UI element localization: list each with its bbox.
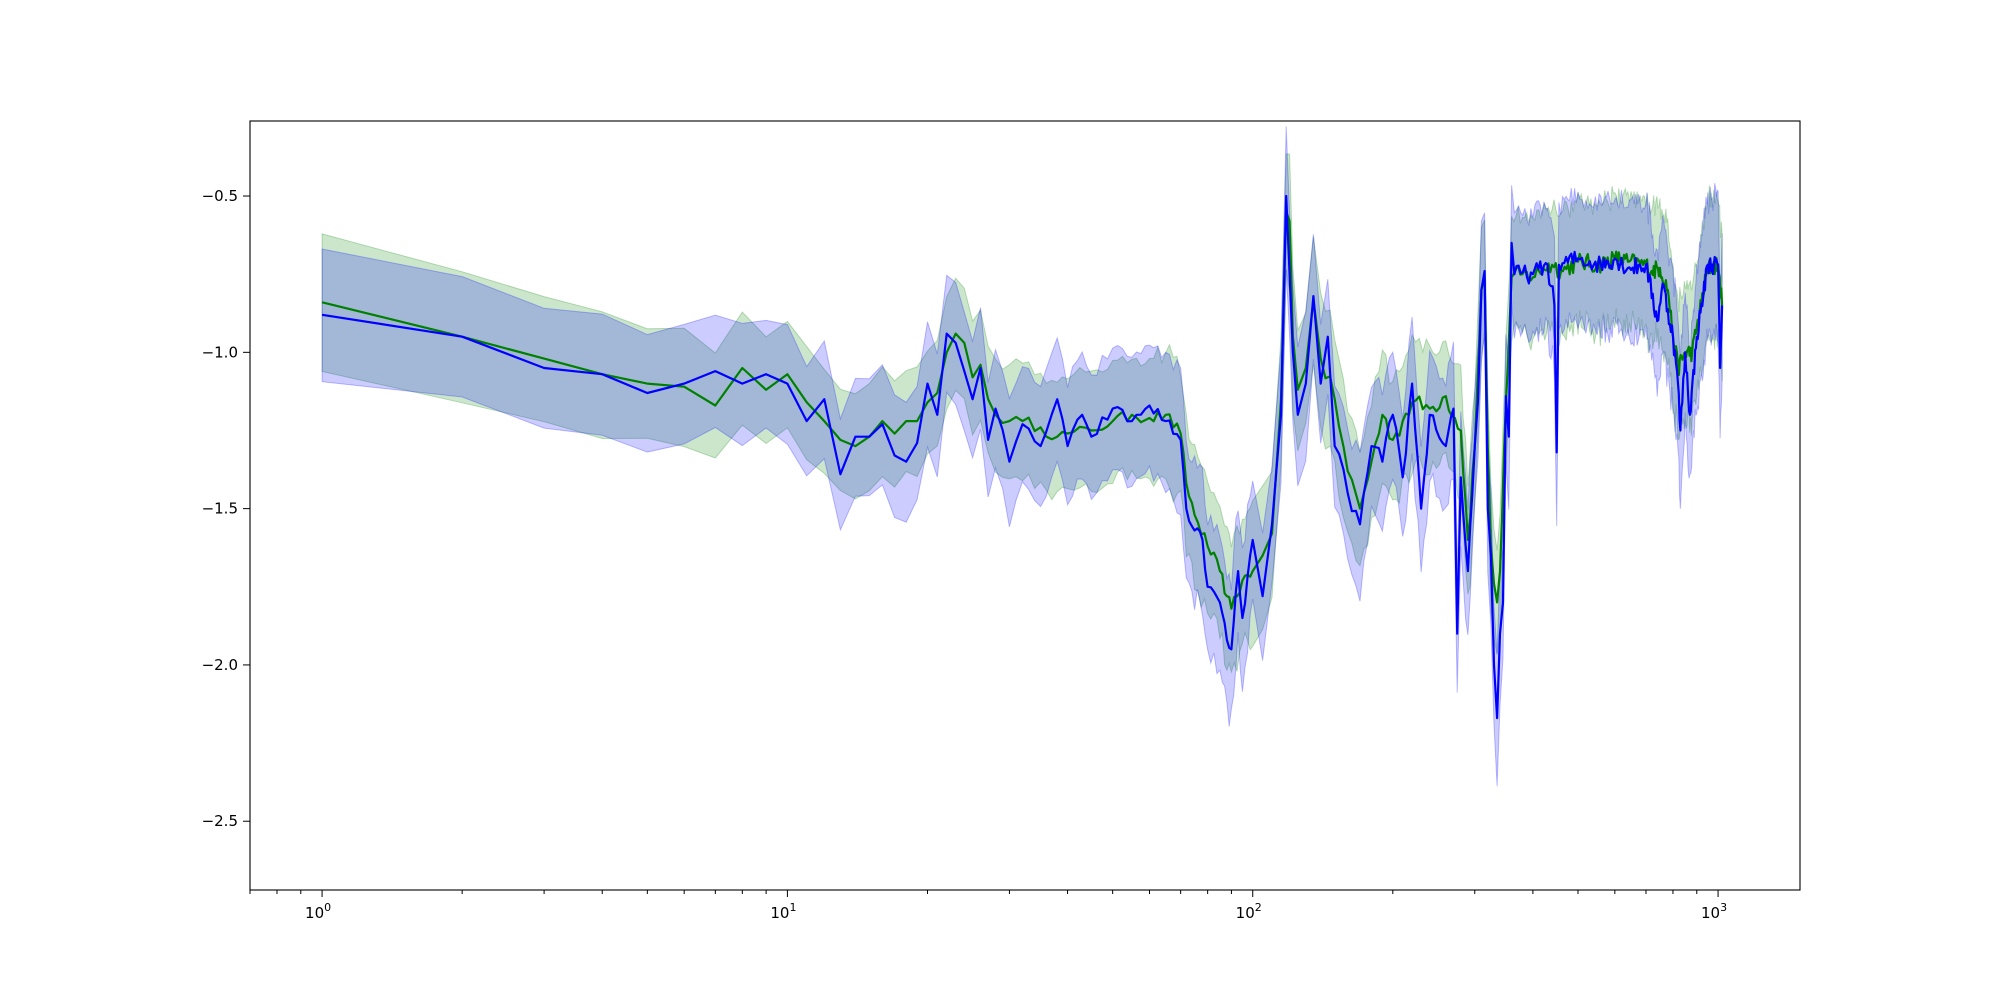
y-tick-label: −1.0 [202, 343, 238, 361]
plot-area-frame [249, 120, 1801, 891]
x-tick-base: 10 [770, 904, 789, 922]
x-tick-base: 10 [1236, 904, 1255, 922]
confidence-bands [321, 126, 1723, 787]
series-lines [321, 194, 1724, 720]
x-tick-label: 101 [770, 901, 796, 922]
x-tick-base: 10 [1701, 904, 1720, 922]
series-1-band [321, 126, 1723, 787]
y-tick-label: −1.5 [202, 500, 238, 518]
x-tick-label: 102 [1236, 901, 1262, 922]
series-0-band [321, 153, 1723, 674]
x-tick-exp: 0 [324, 901, 331, 914]
y-axis: −0.5 −1.0 −1.5 −2.0 −2.5 [202, 187, 250, 830]
y-tick-label: −2.5 [202, 812, 238, 830]
series-1-line [321, 194, 1724, 720]
x-axis: 100 101 102 103 [249, 890, 1727, 922]
x-tick-label: 100 [305, 901, 331, 922]
x-tick-label: 103 [1701, 901, 1727, 922]
y-tick-label: −0.5 [202, 187, 238, 205]
x-tick-exp: 1 [789, 901, 796, 914]
x-tick-exp: 3 [1720, 901, 1727, 914]
y-tick-label: −2.0 [202, 656, 238, 674]
x-tick-exp: 2 [1255, 901, 1262, 914]
x-tick-base: 10 [305, 904, 324, 922]
